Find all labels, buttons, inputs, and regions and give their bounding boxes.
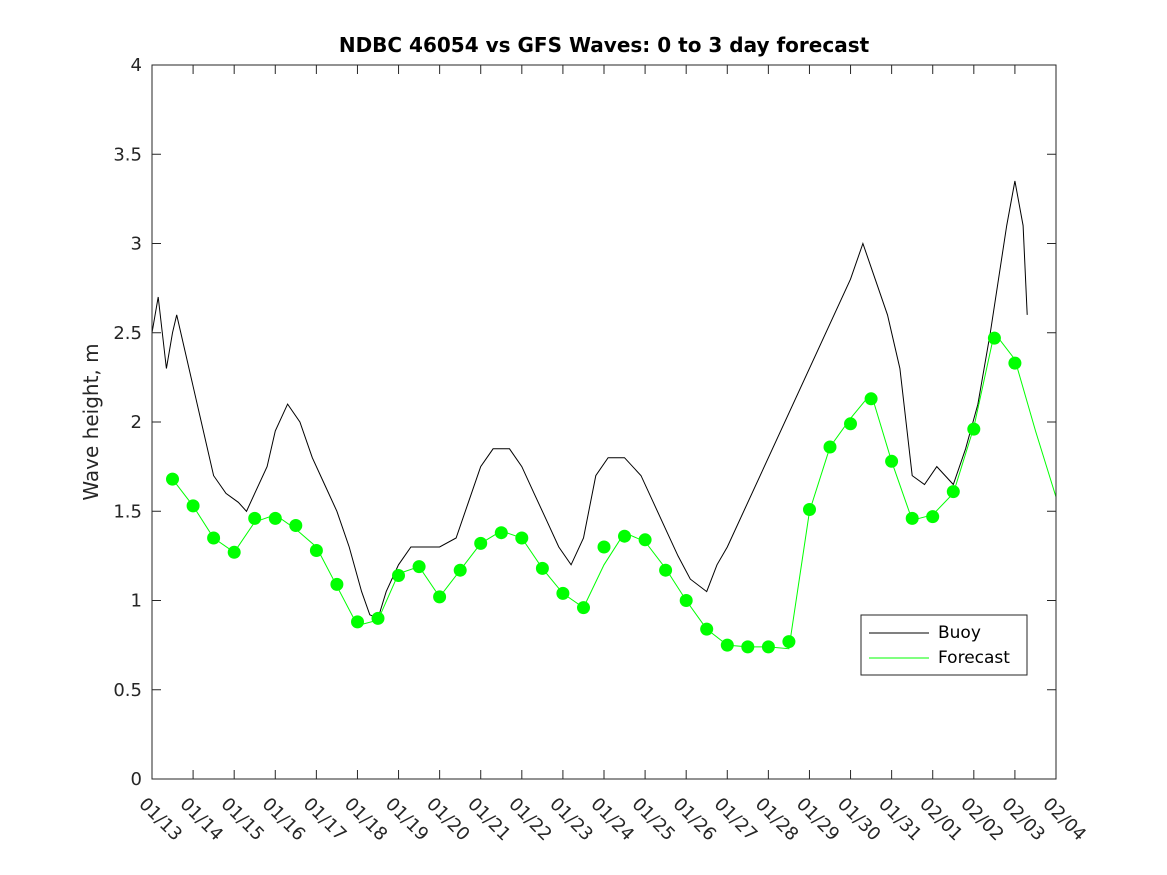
forecast-marker bbox=[844, 417, 857, 431]
axes-box bbox=[151, 64, 1057, 780]
legend-box bbox=[860, 614, 1028, 676]
forecast-marker bbox=[166, 472, 179, 486]
forecast-marker bbox=[515, 531, 529, 545]
forecast-marker bbox=[741, 640, 755, 654]
y-tick-label: 2 bbox=[131, 412, 142, 433]
forecast-marker bbox=[679, 594, 693, 607]
forecast-marker bbox=[1008, 356, 1022, 370]
forecast-marker bbox=[351, 615, 364, 629]
legend: Buoy Forecast bbox=[860, 614, 1028, 676]
forecast-marker bbox=[186, 499, 200, 513]
forecast-marker bbox=[926, 510, 940, 524]
y-tick-label: 0 bbox=[131, 769, 142, 790]
forecast-marker bbox=[494, 526, 508, 540]
forecast-marker bbox=[700, 622, 714, 636]
y-tick-label: 1.5 bbox=[113, 501, 142, 522]
forecast-marker bbox=[823, 440, 837, 454]
y-tick-label: 3 bbox=[131, 234, 142, 255]
forecast-marker bbox=[412, 560, 426, 574]
forecast-marker bbox=[248, 511, 262, 525]
y-tick-label: 1 bbox=[131, 591, 142, 612]
forecast-marker bbox=[659, 563, 673, 577]
y-tick-label: 2.5 bbox=[113, 323, 142, 344]
forecast-marker bbox=[864, 392, 878, 406]
forecast-marker bbox=[967, 422, 981, 436]
forecast-marker bbox=[330, 577, 344, 591]
forecast-marker bbox=[535, 561, 549, 575]
forecast-marker bbox=[638, 533, 652, 547]
y-tick-label: 3.5 bbox=[113, 144, 142, 165]
forecast-marker bbox=[207, 531, 221, 545]
forecast-marker bbox=[289, 519, 303, 532]
forecast-marker bbox=[474, 536, 488, 550]
forecast-marker bbox=[556, 586, 570, 600]
forecast-marker bbox=[782, 635, 796, 649]
legend-label-buoy: Buoy bbox=[938, 623, 981, 643]
forecast-marker bbox=[268, 511, 282, 525]
series-line-buoy bbox=[151, 180, 1028, 620]
y-tick-label: 0.5 bbox=[113, 680, 142, 701]
legend-label-forecast: Forecast bbox=[938, 648, 1010, 668]
forecast-marker bbox=[720, 638, 734, 652]
forecast-marker bbox=[905, 511, 919, 525]
forecast-marker bbox=[618, 529, 631, 543]
forecast-marker bbox=[371, 611, 385, 625]
forecast-marker bbox=[227, 545, 241, 559]
forecast-marker bbox=[987, 331, 1001, 345]
forecast-marker bbox=[577, 601, 590, 615]
forecast-marker bbox=[803, 503, 816, 516]
y-tick-label: 4 bbox=[131, 55, 142, 76]
forecast-marker bbox=[761, 640, 775, 654]
forecast-marker bbox=[946, 485, 960, 499]
y-axis-label: Wave height, m bbox=[79, 343, 103, 500]
forecast-marker bbox=[309, 544, 323, 557]
forecast-marker bbox=[453, 563, 467, 577]
chart-title: NDBC 46054 vs GFS Waves: 0 to 3 day fore… bbox=[339, 33, 870, 57]
forecast-marker bbox=[433, 590, 447, 604]
forecast-marker bbox=[885, 454, 899, 468]
forecast-marker bbox=[597, 540, 611, 554]
series-layer bbox=[151, 180, 1057, 654]
forecast-marker bbox=[392, 569, 405, 582]
